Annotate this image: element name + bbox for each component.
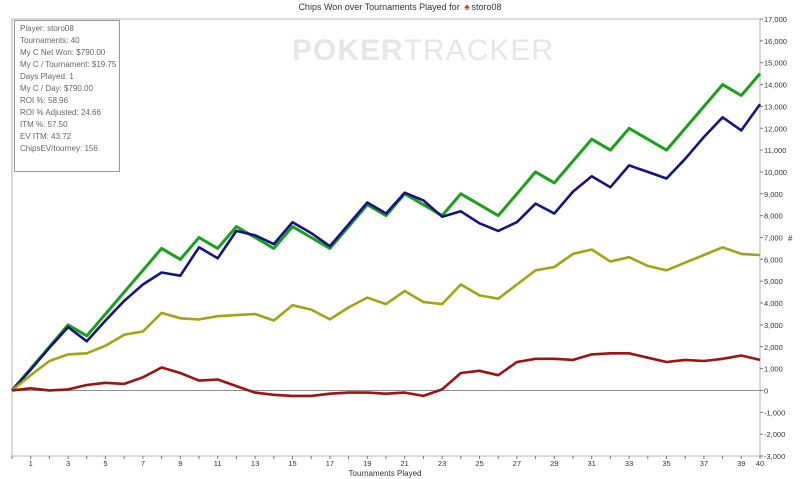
x-tick-label: 3 [66, 459, 70, 468]
x-tick-label: 19 [363, 459, 371, 468]
x-tick-label: 33 [625, 459, 633, 468]
y-tick-label: 15,000 [764, 59, 787, 68]
stat-ev-itm: EV ITM: 43.72 [20, 132, 72, 141]
y-tick-label: 8,000 [764, 212, 783, 221]
x-tick-label: 31 [588, 459, 596, 468]
y-tick-label: 17,000 [764, 15, 787, 24]
stat-itm: ITM %: 57.50 [20, 120, 68, 129]
y-tick-label: 1,000 [764, 365, 783, 374]
stat-tournaments: Tournaments: 40 [20, 36, 80, 45]
x-tick-label: 1 [29, 459, 33, 468]
stat-chipsev: ChipsEV/tourney: 156 [20, 144, 98, 153]
y-tick-label: 5,000 [764, 277, 783, 286]
y-tick-label: 3,000 [764, 321, 783, 330]
x-tick-label: 17 [326, 459, 334, 468]
pokertracker-watermark: POKERTRACKER [292, 34, 554, 68]
x-tick-label: 39 [737, 459, 745, 468]
stat-net-won: My C Net Won: $790.00 [20, 48, 106, 57]
pokerstars-spade-icon: ♠ [464, 2, 470, 13]
stat-per-day: My C / Day: $790.00 [20, 84, 93, 93]
y-tick-label: 14,000 [764, 81, 787, 90]
x-tick-label: 37 [700, 459, 708, 468]
stat-days-played: Days Played: 1 [20, 72, 74, 81]
x-tick-label: 13 [251, 459, 259, 468]
y-tick-label: 0 [764, 386, 768, 395]
y-tick-label: 12,000 [764, 124, 787, 133]
x-tick-label: 11 [214, 459, 222, 468]
stats-box: Player: storo08 Tournaments: 40 My C Net… [14, 20, 120, 172]
chart-title: Chips Won over Tournaments Played for ♠ s… [0, 2, 800, 13]
series-line-4 [11, 351, 761, 398]
watermark-bold: POKER [292, 34, 404, 67]
y-tick-label: 7,000 [764, 234, 783, 243]
stat-per-tournament: My C / Tournament: $19.75 [20, 60, 117, 69]
y-tick-label: 16,000 [764, 37, 787, 46]
series-line-2 [11, 103, 762, 392]
x-tick-label: 27 [513, 459, 521, 468]
x-tick-label: 7 [141, 459, 145, 468]
x-tick-label: 40 [756, 459, 764, 468]
x-tick-label: 23 [438, 459, 446, 468]
stat-roi-adjusted: ROI % Adjusted: 24.66 [20, 108, 101, 117]
watermark-light: TRACKER [403, 34, 555, 67]
y-tick-label: 2,000 [764, 343, 783, 352]
x-tick-label: 9 [178, 459, 182, 468]
y-tick-label: -3,000 [764, 452, 785, 461]
y-tick-label: 6,000 [764, 255, 783, 264]
series-line-1 [10, 72, 762, 392]
y-tick-label: -1,000 [764, 408, 785, 417]
x-tick-label: 29 [550, 459, 558, 468]
stat-roi: ROI %: 58.96 [20, 96, 69, 105]
y-axis-label: # [788, 234, 793, 243]
stat-player: Player: storo08 [20, 24, 74, 33]
x-axis-label: Tournaments Played [348, 469, 422, 478]
x-tick-label: 35 [662, 459, 670, 468]
x-tick-label: 21 [401, 459, 409, 468]
y-tick-label: 9,000 [764, 190, 783, 199]
y-tick-label: 11,000 [764, 146, 786, 155]
chart-title-player: storo08 [471, 2, 502, 12]
chart-title-prefix: Chips Won over Tournaments Played for [298, 2, 460, 12]
x-tick-label: 15 [288, 459, 296, 468]
y-tick-label: 4,000 [764, 299, 783, 308]
series-line-3 [11, 246, 761, 392]
x-tick-label: 25 [475, 459, 483, 468]
x-tick-label: 5 [103, 459, 107, 468]
y-tick-label: 13,000 [764, 102, 787, 111]
y-tick-label: -2,000 [764, 430, 785, 439]
y-tick-label: 10,000 [764, 168, 787, 177]
